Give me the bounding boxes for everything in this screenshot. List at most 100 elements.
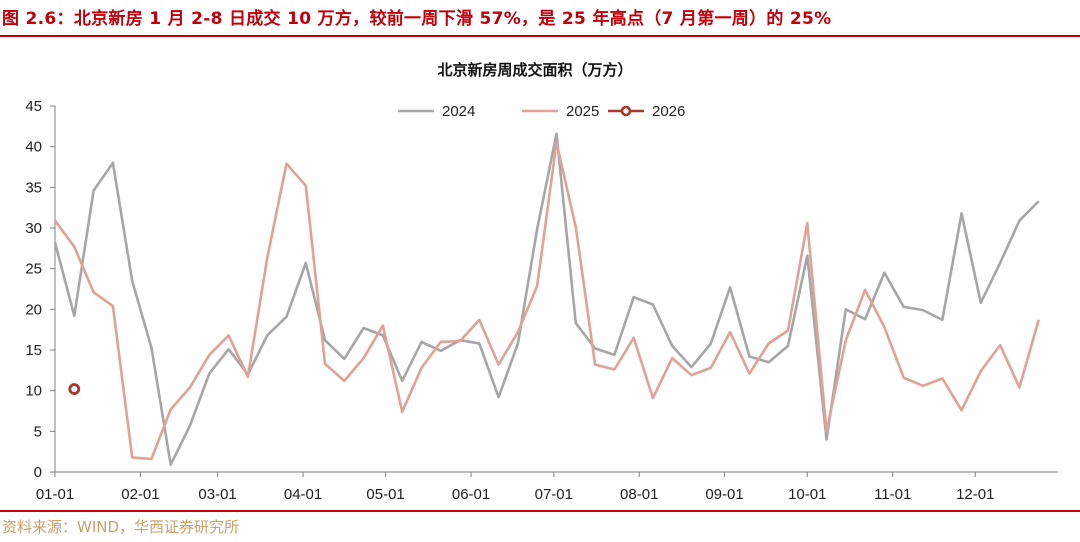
data-point — [1018, 219, 1021, 222]
x-tick-label: 08-01 — [620, 486, 658, 503]
bottom-rule — [0, 510, 1080, 512]
data-point — [536, 284, 539, 287]
data-point — [883, 326, 886, 329]
data-point — [883, 271, 886, 274]
data-point — [960, 409, 963, 412]
data-point — [324, 363, 327, 366]
data-point — [555, 132, 558, 135]
data-point — [169, 408, 172, 411]
y-tick-label: 30 — [25, 220, 42, 237]
series-2026-point — [68, 383, 81, 395]
data-point — [112, 162, 115, 165]
data-point — [555, 141, 558, 144]
data-point — [574, 226, 577, 229]
data-point — [632, 337, 635, 340]
data-point — [652, 397, 655, 400]
data-point — [420, 367, 423, 370]
data-point — [825, 430, 828, 433]
y-tick-label: 35 — [25, 179, 42, 196]
figure-header: 图 2.6：北京新房 1 月 2-8 日成交 10 万方，较前一周下滑 57%，… — [0, 0, 1080, 36]
x-tick-label: 03-01 — [198, 486, 236, 503]
data-point — [131, 280, 134, 283]
x-tick-label: 11-01 — [874, 486, 911, 503]
data-point — [401, 411, 404, 414]
top-rule — [0, 35, 1080, 37]
chart-title: 北京新房周成交面积（万方） — [437, 61, 632, 79]
data-point — [864, 289, 867, 292]
data-point — [73, 315, 76, 318]
data-point — [845, 339, 848, 342]
data-point — [941, 319, 944, 322]
data-point — [343, 380, 346, 383]
x-tick-label: 07-01 — [535, 486, 573, 503]
data-point — [324, 339, 327, 342]
data-point — [1018, 386, 1021, 389]
data-point — [439, 350, 442, 353]
data-point — [980, 370, 983, 373]
data-point — [767, 361, 770, 364]
y-tick-label: 40 — [25, 139, 42, 156]
data-point — [497, 396, 500, 399]
y-tick-label: 10 — [25, 383, 42, 400]
data-point — [266, 257, 269, 260]
data-point — [999, 344, 1002, 347]
data-point — [304, 184, 307, 187]
data-point — [922, 309, 925, 312]
data-point — [478, 319, 481, 322]
data-point — [690, 374, 693, 377]
x-tick-label: 06-01 — [452, 486, 490, 503]
y-tick-label: 25 — [25, 261, 42, 278]
data-point — [112, 305, 115, 308]
data-point — [787, 345, 790, 348]
data-point — [382, 324, 385, 327]
x-tick-label: 12-01 — [956, 486, 994, 503]
data-point — [574, 322, 577, 325]
data-point — [941, 377, 944, 380]
data-point — [980, 302, 983, 305]
x-tick-label: 10-01 — [788, 486, 826, 503]
line-chart: 北京新房周成交面积（万方） 2024 2025 2026 0510152025303… — [25, 61, 1058, 503]
data-point — [92, 189, 95, 192]
y-tick-label: 45 — [25, 98, 42, 115]
data-point — [189, 386, 192, 389]
data-point — [748, 355, 751, 358]
x-tick-label: 01-01 — [36, 486, 74, 503]
data-point — [613, 368, 616, 371]
data-point — [922, 384, 925, 387]
series-layer — [53, 132, 1040, 467]
series-2025-line — [53, 141, 1040, 461]
data-point — [362, 327, 365, 330]
y-tick-label: 20 — [25, 301, 42, 318]
data-point — [729, 331, 732, 334]
data-point — [73, 245, 76, 248]
data-point — [54, 241, 57, 244]
data-point — [285, 162, 288, 165]
data-point — [208, 372, 211, 375]
data-point — [729, 286, 732, 289]
data-point — [613, 354, 616, 357]
data-point — [902, 306, 905, 309]
data-point — [189, 424, 192, 427]
series-2024 — [53, 132, 1040, 467]
data-point — [227, 348, 230, 351]
data-point — [999, 262, 1002, 265]
data-point — [54, 219, 57, 222]
data-point — [439, 341, 442, 344]
data-point — [150, 346, 153, 349]
x-tick-label: 02-01 — [121, 486, 159, 503]
series-2024-line — [53, 132, 1040, 467]
y-tick-label: 0 — [34, 464, 42, 481]
y-axis: 0 5 10 15 20 25 30 35 40 45 — [25, 98, 56, 481]
data-point — [787, 329, 790, 332]
data-point — [690, 366, 693, 369]
data-point — [1037, 319, 1040, 322]
data-point — [1037, 200, 1040, 203]
data-point — [710, 367, 713, 370]
x-tick-label: 09-01 — [705, 486, 743, 503]
data-point — [825, 438, 828, 441]
y-tick-label: 15 — [25, 342, 42, 359]
data-point — [401, 380, 404, 383]
data-point — [748, 372, 751, 375]
x-tick-label: 05-01 — [366, 486, 404, 503]
data-point — [864, 318, 867, 321]
